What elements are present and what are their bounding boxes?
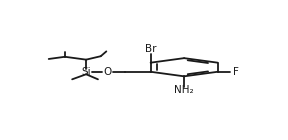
Text: O: O <box>103 67 112 77</box>
Text: F: F <box>233 67 239 77</box>
Text: NH₂: NH₂ <box>174 85 194 95</box>
Text: Br: Br <box>145 44 156 54</box>
Text: Si: Si <box>81 67 91 77</box>
